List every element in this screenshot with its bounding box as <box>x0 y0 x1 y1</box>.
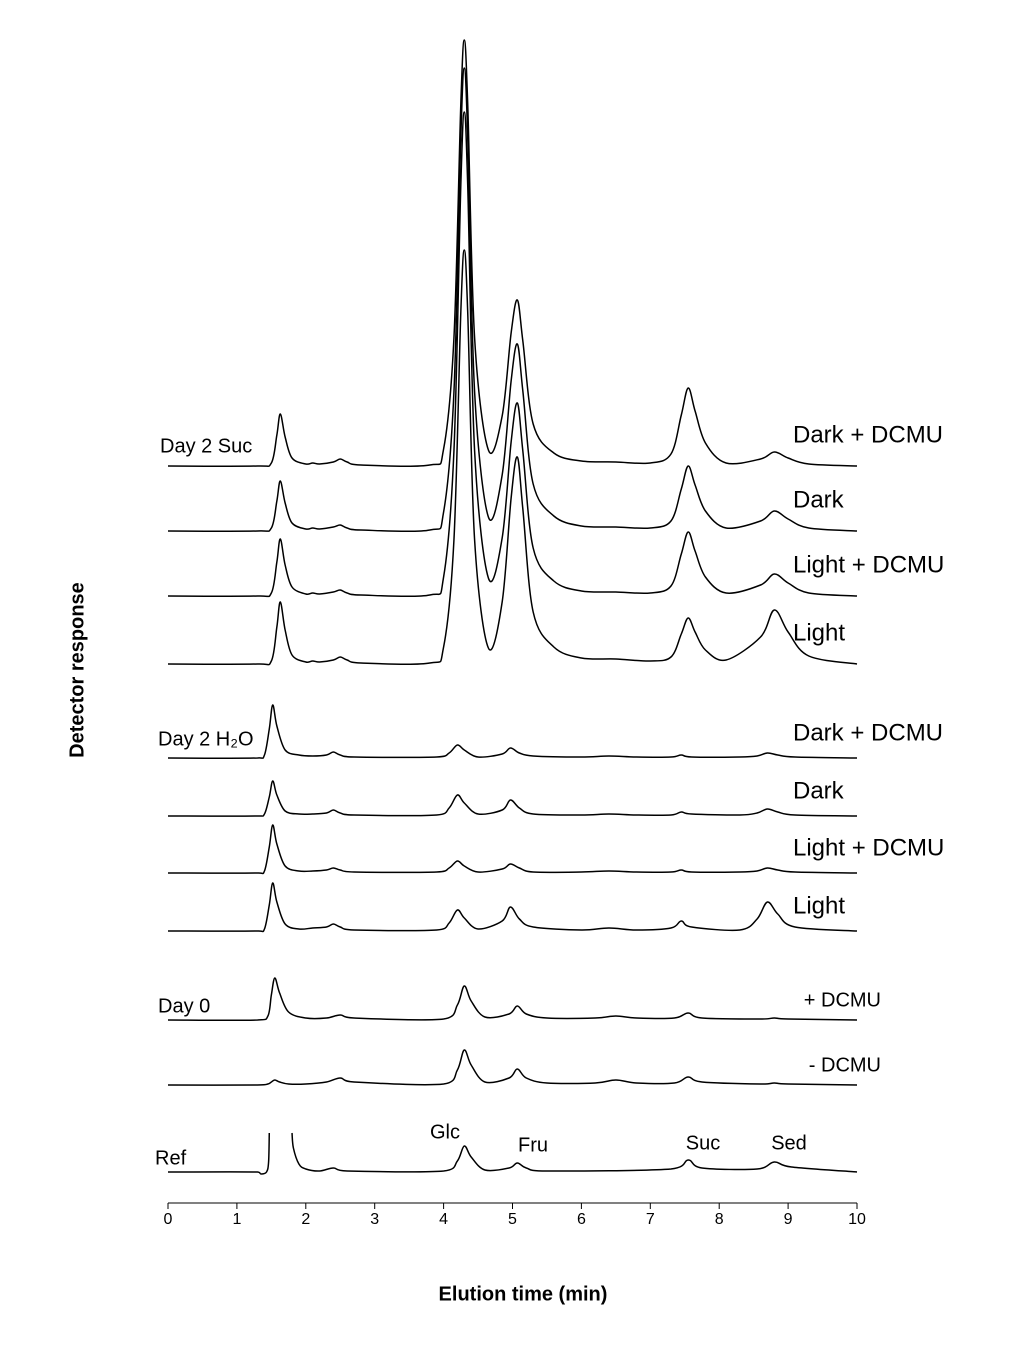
x-tick-label: 6 <box>577 1211 586 1228</box>
trace <box>167 882 858 933</box>
x-axis-title: Elution time (min) <box>439 1283 608 1305</box>
trace <box>167 1049 858 1086</box>
x-tick-label: 2 <box>301 1211 310 1228</box>
trace <box>291 1132 858 1173</box>
trace-label: Dark <box>793 486 845 513</box>
group-label: Day 2 H₂O <box>158 728 254 750</box>
trace <box>167 780 858 817</box>
trace-label: Light + DCMU <box>793 551 944 578</box>
trace <box>167 39 858 468</box>
y-axis-title: Detector response <box>66 582 88 758</box>
x-tick-label: 4 <box>439 1211 448 1228</box>
peak-label: Sed <box>771 1132 807 1154</box>
x-tick-label: 3 <box>370 1211 379 1228</box>
trace-label: Light <box>793 892 845 919</box>
x-tick-label: 0 <box>164 1211 173 1228</box>
group-label: Day 2 Suc <box>160 435 252 457</box>
trace-label: - DCMU <box>809 1054 881 1076</box>
trace <box>167 704 858 759</box>
x-tick-label: 8 <box>715 1211 724 1228</box>
trace <box>167 1132 271 1175</box>
group-label: Ref <box>155 1147 187 1169</box>
x-tick-label: 5 <box>508 1211 517 1228</box>
trace-label: Dark <box>793 777 845 804</box>
trace-label: Light <box>793 619 845 646</box>
trace <box>167 67 858 533</box>
trace <box>167 977 858 1022</box>
trace-label: Dark + DCMU <box>793 421 943 448</box>
trace-label: + DCMU <box>804 989 881 1011</box>
x-tick-label: 1 <box>232 1211 241 1228</box>
peak-label: Suc <box>686 1132 720 1154</box>
trace-label: Dark + DCMU <box>793 719 943 746</box>
peak-label: Glc <box>430 1121 460 1143</box>
x-tick-label: 9 <box>784 1211 793 1228</box>
trace-label: Light + DCMU <box>793 834 944 861</box>
trace <box>167 249 858 666</box>
trace <box>167 824 858 875</box>
group-label: Day 0 <box>158 995 210 1017</box>
trace <box>167 111 858 598</box>
x-tick-label: 10 <box>848 1211 866 1228</box>
x-tick-label: 7 <box>646 1211 655 1228</box>
peak-label: Fru <box>518 1134 548 1156</box>
